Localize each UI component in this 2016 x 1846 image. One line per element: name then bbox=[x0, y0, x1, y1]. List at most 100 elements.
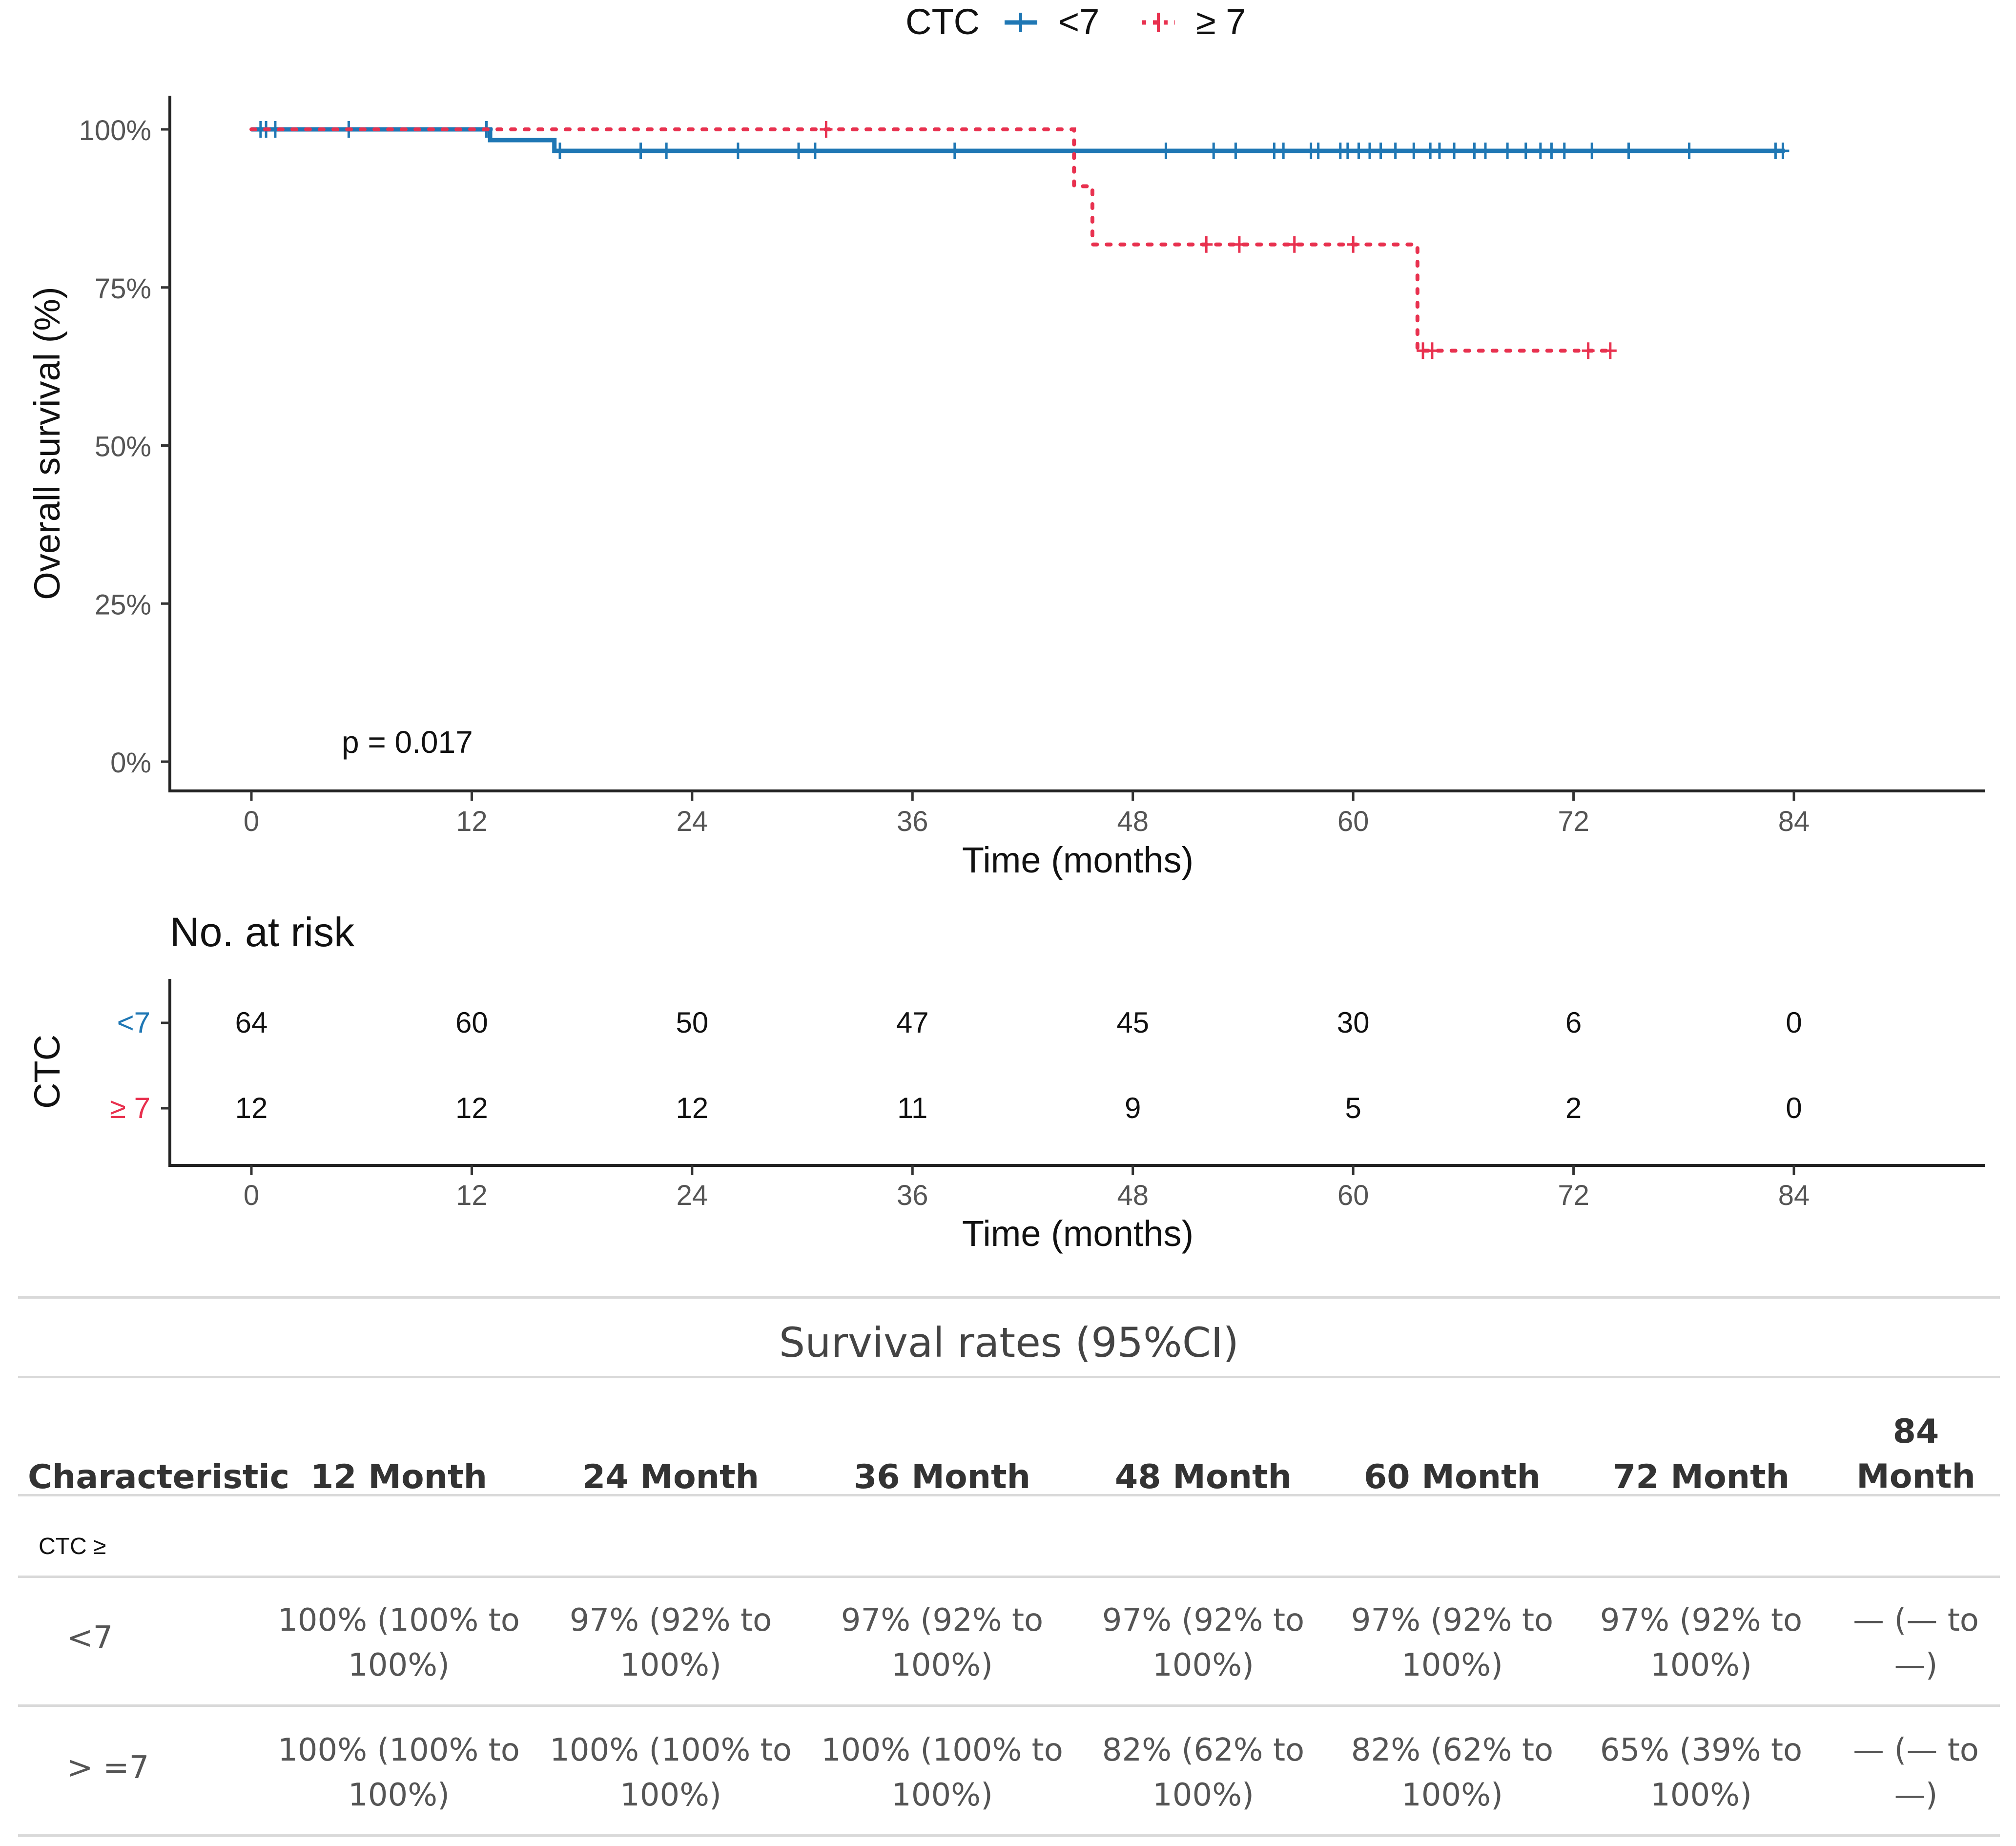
legend: CTC <7 ≥ 7 bbox=[905, 1, 1246, 42]
x-tick-label: 48 bbox=[1117, 806, 1149, 837]
column-header: 60 Month bbox=[1363, 1458, 1541, 1496]
censor-mark bbox=[1207, 143, 1220, 160]
survival-curves bbox=[249, 121, 1790, 359]
rate-cell: 97% (92% to 100%) bbox=[1579, 1598, 1823, 1688]
risk-count: 64 bbox=[235, 1006, 268, 1039]
risk-count: 0 bbox=[1786, 1092, 1802, 1124]
risk-count: 11 bbox=[897, 1092, 927, 1124]
rate-cell-line: 82% (62% to bbox=[1102, 1732, 1305, 1768]
risk-count: 12 bbox=[676, 1092, 708, 1124]
column-header: 36 Month bbox=[853, 1458, 1030, 1496]
survival-curve-lt7 bbox=[251, 127, 1785, 153]
censor-mark bbox=[1558, 143, 1571, 160]
rate-cell-line: 100%) bbox=[348, 1777, 450, 1813]
risk-count: 12 bbox=[235, 1092, 268, 1124]
rate-cell-line: 100%) bbox=[620, 1647, 721, 1683]
censor-mark bbox=[1233, 236, 1246, 253]
rate-cell: — (— to —) bbox=[1843, 1728, 1989, 1818]
row-label: <7 bbox=[67, 1620, 113, 1656]
censor-mark bbox=[1229, 143, 1242, 160]
censor-mark bbox=[1277, 143, 1290, 160]
rate-cell-line: 100%) bbox=[348, 1647, 450, 1683]
column-header: 72 Month bbox=[1612, 1458, 1790, 1496]
rate-cell-line: 100%) bbox=[1152, 1777, 1254, 1813]
x-tick-label: 60 bbox=[1337, 806, 1369, 837]
censor-mark bbox=[1341, 143, 1354, 160]
legend-title: CTC bbox=[905, 1, 980, 42]
table-top-rule bbox=[18, 1296, 2000, 1299]
censor-mark bbox=[1288, 236, 1301, 253]
censor-mark bbox=[1347, 236, 1360, 253]
censor-mark bbox=[792, 143, 805, 160]
x-tick-label: 36 bbox=[897, 806, 928, 837]
censor-mark bbox=[1363, 143, 1376, 160]
x-axis-label: Time (months) bbox=[962, 840, 1193, 880]
rate-cell-line: 100% (100% to bbox=[821, 1732, 1063, 1768]
survival-figure: CTC <7 ≥ 7 0%25%50%75%100% 0 12 24 36 48 60 72… bbox=[27, 1, 1985, 1254]
risk-row-label: ≥ 7 bbox=[110, 1092, 150, 1124]
risk-table-ylabel: CTC bbox=[27, 1035, 67, 1109]
censor-mark bbox=[1604, 342, 1617, 359]
rate-cell-line: 97% (92% to bbox=[1102, 1602, 1305, 1639]
rate-cell-line: 100%) bbox=[1401, 1647, 1503, 1683]
y-tick-label: 25% bbox=[95, 589, 151, 621]
table-header-rule bbox=[18, 1494, 2000, 1496]
risk-count: 12 bbox=[455, 1092, 488, 1124]
censor-mark bbox=[1501, 143, 1514, 160]
rate-cell-line: — (— to bbox=[1853, 1732, 1979, 1768]
risk-x-tick-label: 24 bbox=[677, 1180, 708, 1211]
risk-x-tick-label: 0 bbox=[244, 1180, 259, 1211]
rate-cell: 97% (92% to 100%) bbox=[810, 1598, 1074, 1688]
rate-cell-line: —) bbox=[1894, 1777, 1938, 1813]
y-tick-label: 0% bbox=[110, 747, 151, 779]
x-tick-label: 12 bbox=[456, 806, 488, 837]
risk-count: 30 bbox=[1337, 1006, 1370, 1039]
censor-mark bbox=[1200, 236, 1213, 253]
rate-cell: 97% (92% to 100%) bbox=[1330, 1598, 1574, 1688]
rate-cell-line: 100%) bbox=[620, 1777, 721, 1813]
y-tick-label: 50% bbox=[95, 431, 151, 463]
rate-cell: 97% (92% to 100%) bbox=[1081, 1598, 1325, 1688]
censor-mark bbox=[1622, 143, 1635, 160]
table-row-rule-1 bbox=[18, 1704, 2000, 1707]
censor-mark bbox=[554, 143, 566, 160]
censor-mark bbox=[1425, 342, 1439, 359]
rate-cell-line: 65% (39% to bbox=[1600, 1732, 1803, 1768]
risk-count: 6 bbox=[1565, 1006, 1582, 1039]
p-value-annotation: p = 0.017 bbox=[342, 725, 473, 760]
censor-mark bbox=[1519, 143, 1532, 160]
censor-mark bbox=[1433, 143, 1446, 160]
y-tick-label: 100% bbox=[79, 115, 151, 146]
censor-mark bbox=[1534, 143, 1547, 160]
table-title: Survival rates (95%CI) bbox=[779, 1319, 1239, 1367]
legend-label-ge7: ≥ 7 bbox=[1196, 1, 1246, 42]
risk-count: 0 bbox=[1786, 1006, 1802, 1039]
risk-x-tick-label: 48 bbox=[1117, 1180, 1149, 1211]
y-ticks: 0% 25% 50% 75% 100% bbox=[79, 115, 170, 779]
rate-cell: 65% (39% to 100%) bbox=[1579, 1728, 1823, 1818]
rate-cell-line: 100%) bbox=[1650, 1647, 1752, 1683]
rate-cell-line: 82% (62% to bbox=[1351, 1732, 1554, 1768]
risk-x-tick-label: 36 bbox=[897, 1180, 928, 1211]
censor-mark bbox=[660, 143, 673, 160]
table-bottom-rule bbox=[18, 1834, 2000, 1837]
risk-x-axis-label: Time (months) bbox=[962, 1213, 1193, 1254]
censor-mark bbox=[1776, 143, 1790, 160]
censor-mark bbox=[808, 143, 822, 160]
risk-count: 9 bbox=[1125, 1092, 1141, 1124]
y-tick-label: 75% bbox=[95, 273, 151, 305]
risk-count: 60 bbox=[455, 1006, 488, 1039]
table-group-rule bbox=[18, 1576, 2000, 1578]
rate-cell-line: 100%) bbox=[1650, 1777, 1752, 1813]
rate-cell-line: 100% (100% to bbox=[278, 1732, 520, 1768]
rate-cell-line: —) bbox=[1894, 1647, 1938, 1683]
x-tick-label: 72 bbox=[1558, 806, 1589, 837]
rate-cell: 100% (100% to 100%) bbox=[810, 1728, 1074, 1818]
censor-mark bbox=[1312, 143, 1325, 160]
risk-x-tick-label: 72 bbox=[1558, 1180, 1589, 1211]
censor-mark bbox=[1683, 143, 1696, 160]
censor-mark bbox=[1479, 143, 1492, 160]
censor-mark bbox=[1448, 143, 1461, 160]
x-ticks: 0 12 24 36 48 60 72 84 bbox=[244, 791, 1810, 837]
rate-cell-line: 100%) bbox=[891, 1777, 993, 1813]
